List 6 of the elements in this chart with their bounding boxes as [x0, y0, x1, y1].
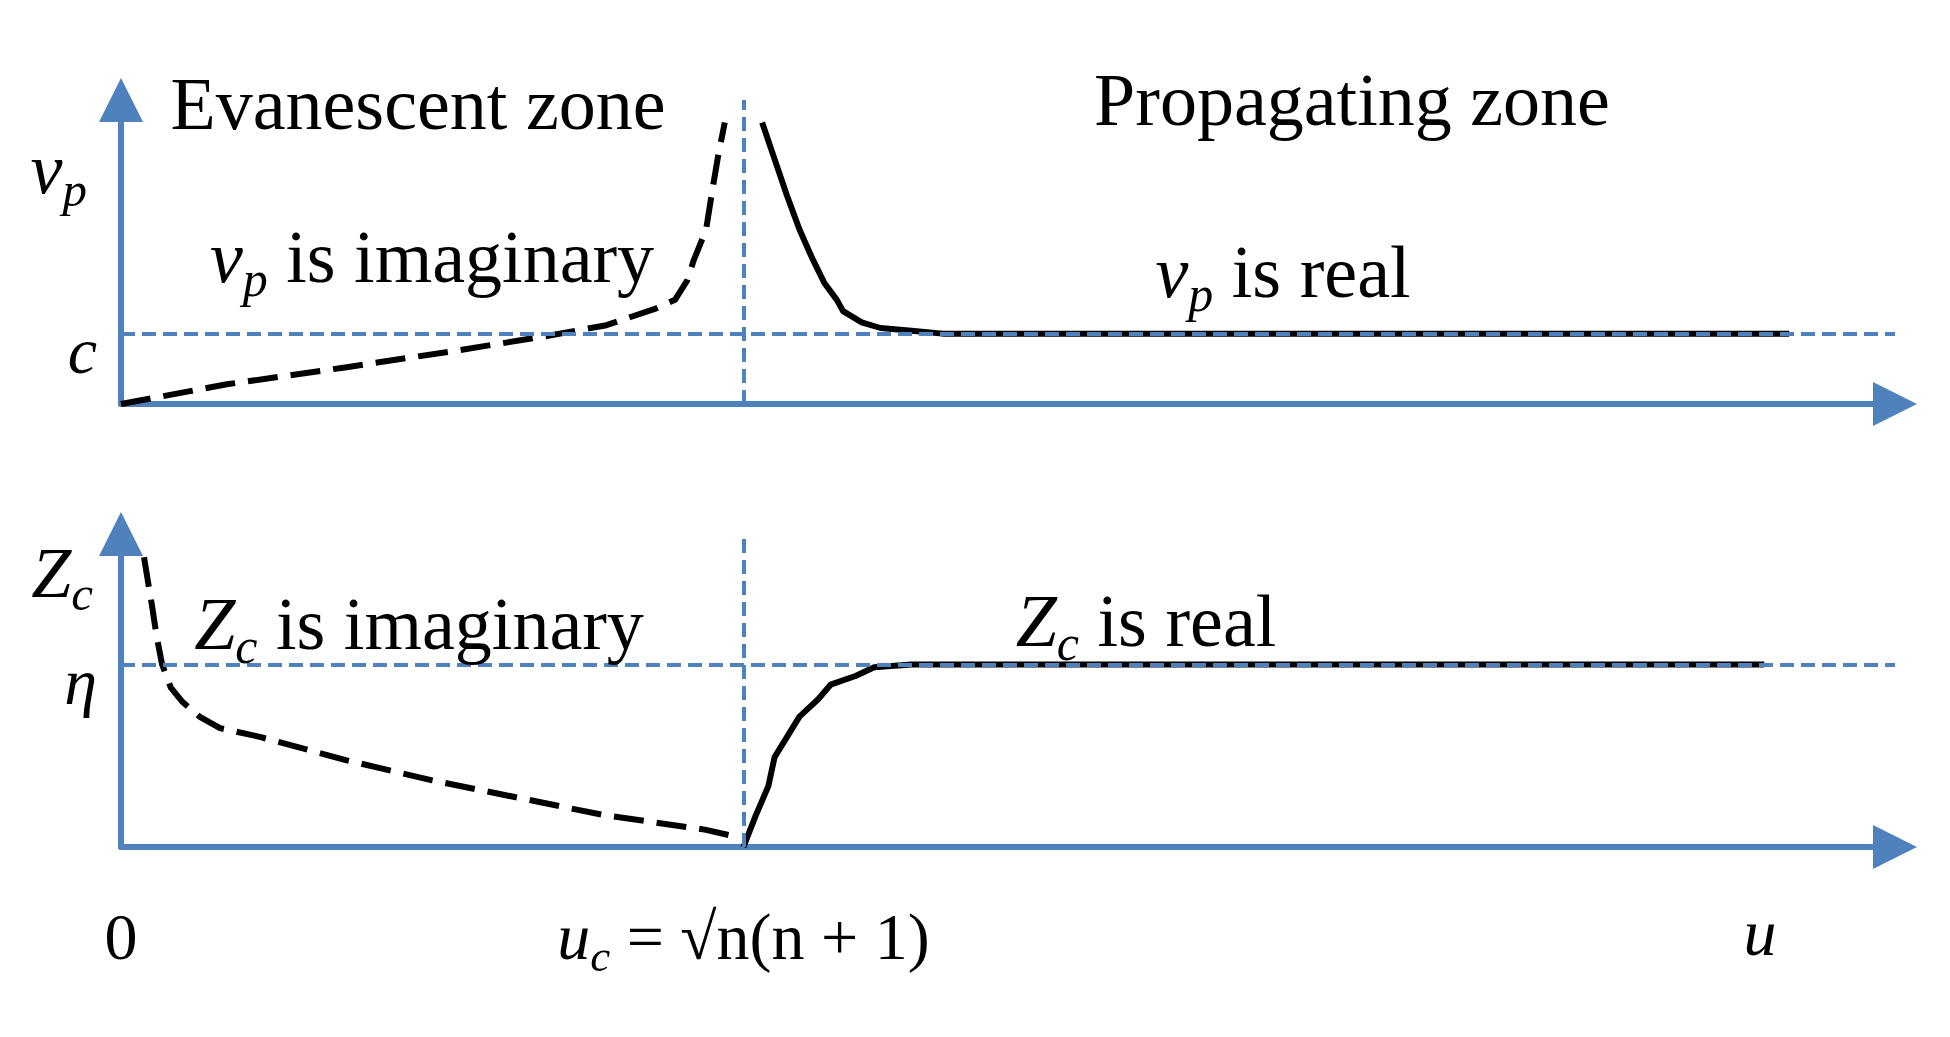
x-tick-label: 0 — [104, 900, 138, 973]
x-axis-title: u — [1743, 896, 1777, 969]
ref-line-label: c — [67, 314, 97, 388]
annotation: Evanescent zone — [170, 63, 666, 145]
ref-line-label: η — [64, 644, 98, 718]
annotation: Propagating zone — [1094, 59, 1610, 141]
